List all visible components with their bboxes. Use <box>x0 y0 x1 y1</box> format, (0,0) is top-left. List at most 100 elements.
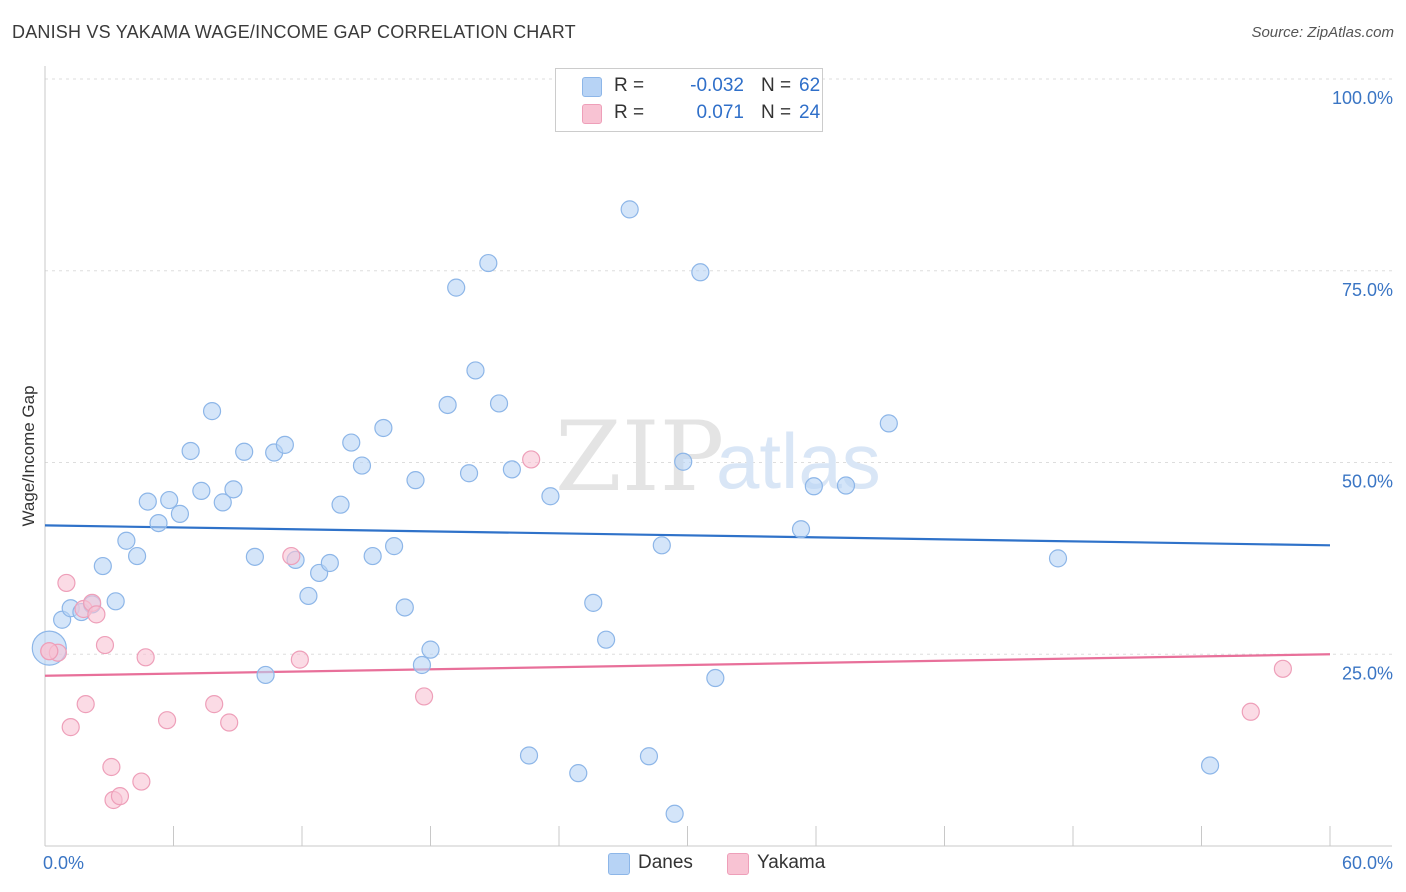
danes-point <box>245 547 264 566</box>
danes-point <box>395 598 414 617</box>
yakama-point <box>414 687 434 706</box>
yakama-point <box>220 713 239 732</box>
yakama-point <box>40 642 59 661</box>
danes-point <box>192 481 211 500</box>
danes-legend-label: Danes <box>638 852 693 873</box>
danes-point <box>479 253 498 273</box>
yakama-legend-label: Yakama <box>757 852 826 873</box>
danes-point <box>421 640 440 659</box>
yakama-point <box>136 648 155 667</box>
danes-point <box>224 480 243 499</box>
x-tick-label-max: 60.0% <box>1342 853 1393 873</box>
data-points <box>31 200 1292 823</box>
danes-swatch <box>582 77 602 97</box>
danes-point <box>384 537 404 556</box>
danes-point <box>459 464 479 483</box>
danes-point <box>213 493 232 512</box>
yakama-r-label: R = <box>614 102 645 123</box>
yakama-point <box>1273 659 1292 678</box>
danes-legend-swatch <box>608 853 630 875</box>
danes-point <box>127 546 147 566</box>
danes-point <box>138 492 157 511</box>
danes-point <box>502 460 521 479</box>
danes-point <box>836 476 856 495</box>
tick-labels: 25.0% 50.0% 75.0% 100.0% 0.0% 60.0% <box>43 88 1393 873</box>
yakama-trend-line <box>44 653 1331 677</box>
yakama-point <box>522 450 541 469</box>
danes-point <box>181 441 200 461</box>
danes-point <box>342 433 361 452</box>
gridlines <box>45 78 1392 655</box>
source-label: Source: ZipAtlas.com <box>1251 24 1394 41</box>
y-axis-label: Wage/Income Gap <box>19 385 38 526</box>
y-tick-label: 50.0% <box>1342 472 1393 492</box>
trend-lines <box>44 524 1331 677</box>
chart-title: DANISH VS YAKAMA WAGE/INCOME GAP CORRELA… <box>12 22 576 42</box>
yakama-point <box>205 695 224 714</box>
axes <box>44 66 1392 847</box>
danes-point <box>706 668 725 688</box>
yakama-point <box>110 787 130 806</box>
yakama-point <box>95 635 115 655</box>
stats-legend: R = -0.032 N = 62 R = 0.071 N = 24 <box>555 68 823 132</box>
yakama-point <box>102 757 121 777</box>
danes-point <box>363 546 382 566</box>
y-tick-label: 100.0% <box>1332 88 1393 108</box>
yakama-r-value: 0.071 <box>696 102 744 123</box>
yakama-point <box>282 546 301 566</box>
watermark: ZIP atlas <box>555 401 881 513</box>
danes-point <box>299 586 318 606</box>
danes-point <box>620 200 639 219</box>
danes-point <box>466 361 485 380</box>
yakama-point <box>87 605 106 624</box>
danes-point <box>275 435 294 454</box>
danes-point <box>170 504 190 523</box>
danes-point <box>489 394 509 413</box>
yakama-point <box>132 772 151 791</box>
danes-point <box>1200 756 1220 775</box>
danes-point <box>447 278 466 297</box>
danes-point <box>584 593 603 612</box>
danes-point <box>639 747 659 766</box>
danes-point <box>674 452 693 471</box>
danes-point <box>256 665 275 685</box>
danes-n-value: 62 <box>799 75 821 96</box>
danes-point <box>541 487 560 506</box>
danes-point <box>804 477 823 496</box>
y-tick-label: 25.0% <box>1342 663 1393 683</box>
danes-point <box>569 764 588 783</box>
danes-n-label: N = <box>761 75 792 96</box>
yakama-point <box>290 650 309 669</box>
danes-r-label: R = <box>614 75 645 96</box>
danes-point <box>412 655 432 675</box>
danes-point <box>374 418 393 438</box>
yakama-point <box>57 573 76 593</box>
danes-point <box>879 414 898 433</box>
danes-point <box>160 490 179 510</box>
danes-point <box>791 520 811 539</box>
danes-point <box>438 395 457 415</box>
danes-point <box>1048 549 1068 568</box>
yakama-point <box>76 695 95 714</box>
danes-point <box>320 553 339 573</box>
yakama-swatch <box>582 104 602 124</box>
yakama-point <box>1241 702 1260 721</box>
danes-point <box>519 746 539 765</box>
danes-trend-line <box>44 524 1331 547</box>
y-tick-label: 75.0% <box>1342 280 1393 300</box>
danes-point <box>691 263 710 282</box>
danes-r-value: -0.032 <box>690 75 744 96</box>
yakama-n-label: N = <box>761 102 792 123</box>
danes-point <box>597 630 616 649</box>
danes-point <box>202 402 222 421</box>
danes-point <box>665 804 684 823</box>
danes-point <box>149 513 168 533</box>
yakama-point <box>61 718 80 737</box>
yakama-legend-swatch <box>727 853 749 875</box>
danes-point <box>406 471 425 490</box>
x-tick-label-min: 0.0% <box>43 853 84 873</box>
danes-point <box>117 531 136 550</box>
danes-point <box>93 556 112 576</box>
danes-point <box>652 536 671 555</box>
